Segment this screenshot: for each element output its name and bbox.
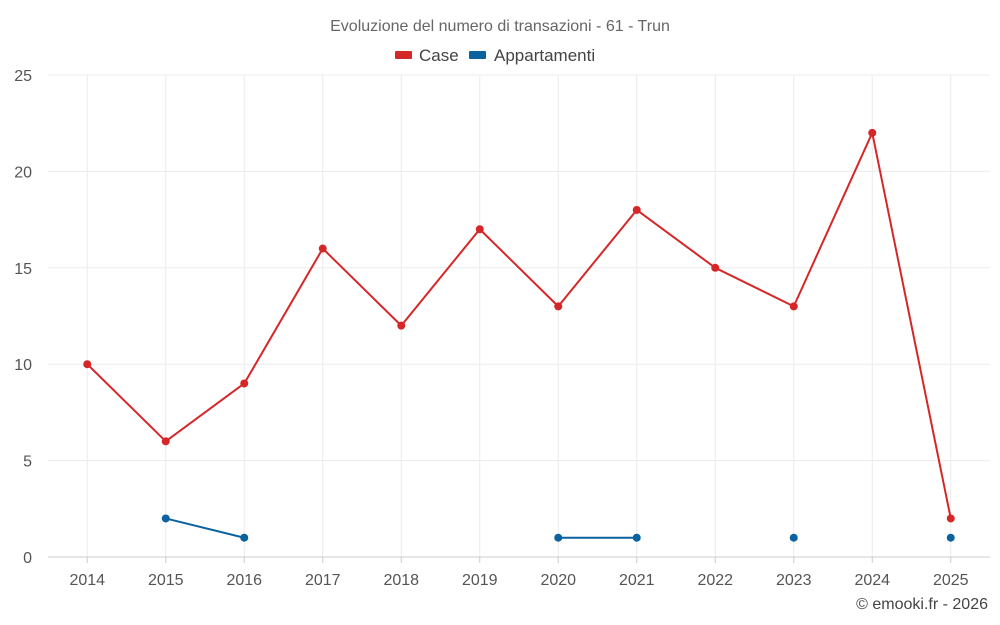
legend[interactable]: Case Appartamenti xyxy=(395,46,595,65)
chart-title: Evoluzione del numero di transazioni - 6… xyxy=(330,18,670,35)
legend-label-appartamenti: Appartamenti xyxy=(494,46,595,65)
y-tick-label: 25 xyxy=(14,68,32,85)
point-case-2016[interactable] xyxy=(240,379,249,388)
point-case-2021[interactable] xyxy=(632,205,641,214)
credit-text: © emooki.fr - 2026 xyxy=(856,596,988,613)
point-case-2017[interactable] xyxy=(318,244,327,253)
series xyxy=(83,128,955,542)
x-tick-label: 2018 xyxy=(383,572,419,589)
point-appartamenti-2020[interactable] xyxy=(554,533,563,542)
y-tick-label: 5 xyxy=(23,454,32,471)
legend-swatch-appartamenti xyxy=(469,51,486,59)
y-tick-label: 0 xyxy=(23,550,32,567)
x-tick-label: 2020 xyxy=(540,572,576,589)
x-tick-label: 2017 xyxy=(305,572,341,589)
x-tick-label: 2023 xyxy=(776,572,812,589)
y-tick-label: 10 xyxy=(14,357,32,374)
series-line-appartamenti xyxy=(165,517,245,539)
point-case-2022[interactable] xyxy=(711,263,720,272)
series-line-case xyxy=(86,131,952,519)
point-case-2024[interactable] xyxy=(868,128,877,137)
point-appartamenti-2023[interactable] xyxy=(789,533,798,542)
x-tick-label: 2025 xyxy=(933,572,969,589)
x-tick-label: 2024 xyxy=(854,572,890,589)
point-case-2018[interactable] xyxy=(397,321,406,330)
x-tick-label: 2015 xyxy=(148,572,184,589)
x-tick-label: 2019 xyxy=(462,572,498,589)
x-tick-label: 2014 xyxy=(69,572,105,589)
point-case-2015[interactable] xyxy=(161,437,170,446)
point-appartamenti-2016[interactable] xyxy=(240,533,249,542)
point-case-2023[interactable] xyxy=(789,302,798,311)
legend-swatch-case xyxy=(395,51,412,59)
legend-item-appartamenti[interactable]: Appartamenti xyxy=(469,46,595,65)
point-case-2014[interactable] xyxy=(83,360,92,369)
x-tick-label: 2021 xyxy=(619,572,655,589)
point-case-2019[interactable] xyxy=(475,225,484,234)
y-tick-label: 15 xyxy=(14,261,32,278)
x-tick-label: 2022 xyxy=(697,572,733,589)
legend-label-case: Case xyxy=(419,46,459,65)
y-tick-label: 20 xyxy=(14,164,32,181)
point-appartamenti-2015[interactable] xyxy=(161,514,170,523)
x-tick-label: 2016 xyxy=(226,572,262,589)
legend-item-case[interactable]: Case xyxy=(395,46,459,65)
point-case-2025[interactable] xyxy=(946,514,955,523)
point-appartamenti-2021[interactable] xyxy=(632,533,641,542)
grid xyxy=(48,74,990,557)
point-appartamenti-2025[interactable] xyxy=(946,533,955,542)
point-case-2020[interactable] xyxy=(554,302,563,311)
